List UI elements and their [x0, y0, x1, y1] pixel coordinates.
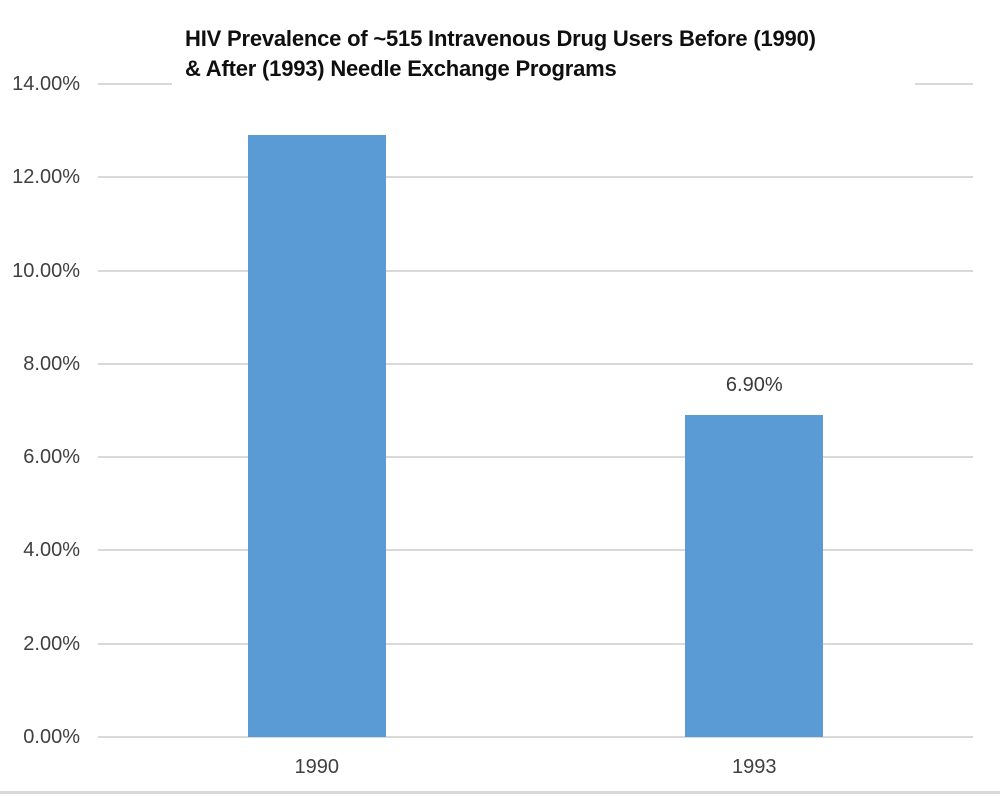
y-axis-label-10.00%: 10.00%	[12, 259, 80, 282]
chart-title-line-1: HIV Prevalence of ~515 Intravenous Drug …	[185, 26, 816, 51]
bottom-border-line	[0, 791, 1000, 794]
y-axis-label-4.00%: 4.00%	[23, 539, 80, 562]
gridline-12.00%	[98, 176, 973, 179]
gridline-2.00%	[98, 642, 973, 645]
gridline-6.00%	[98, 456, 973, 459]
y-axis-label-14.00%: 14.00%	[12, 73, 80, 95]
y-axis-label-2.00%: 2.00%	[23, 632, 80, 655]
bar-1993	[685, 415, 824, 737]
gridline-10.00%	[98, 269, 973, 272]
gridline-0.00%	[98, 736, 973, 738]
y-axis-label-12.00%: 12.00%	[12, 166, 80, 189]
chart-title-line-2: & After (1993) Needle Exchange Programs	[185, 56, 617, 81]
x-axis-label-1993: 1993	[732, 756, 777, 778]
y-axis-label-0.00%: 0.00%	[23, 726, 80, 748]
x-axis-label-1990: 1990	[294, 756, 340, 778]
bar-1990	[247, 135, 386, 737]
gridline-8.00%	[98, 362, 973, 365]
y-axis-label-8.00%: 8.00%	[23, 352, 80, 375]
data-label-1993: 6.90%	[725, 374, 783, 396]
gridline-4.00%	[98, 549, 973, 552]
chart-title: HIV Prevalence of ~515 Intravenous Drug …	[172, 20, 915, 96]
y-axis-label-6.00%: 6.00%	[23, 446, 80, 469]
